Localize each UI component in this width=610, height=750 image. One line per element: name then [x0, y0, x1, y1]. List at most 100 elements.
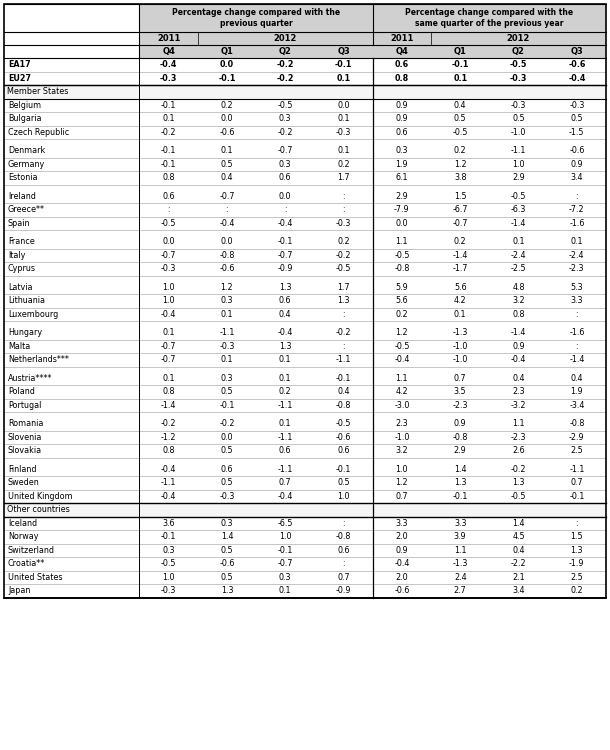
Text: 3.5: 3.5	[454, 387, 467, 396]
Text: 1.3: 1.3	[337, 296, 350, 305]
Text: Slovenia: Slovenia	[8, 433, 42, 442]
Text: -0.6: -0.6	[219, 264, 235, 273]
Text: -0.2: -0.2	[276, 74, 294, 82]
Text: -0.1: -0.1	[453, 492, 468, 501]
Text: 0.1: 0.1	[221, 356, 233, 364]
Text: -0.1: -0.1	[278, 546, 293, 555]
Text: -0.7: -0.7	[278, 146, 293, 155]
Text: 0.7: 0.7	[454, 374, 467, 382]
Text: -0.7: -0.7	[278, 251, 293, 260]
Text: -1.4: -1.4	[569, 356, 584, 364]
Text: 0.1: 0.1	[162, 374, 175, 382]
Text: -0.3: -0.3	[336, 219, 351, 228]
Text: 0.2: 0.2	[570, 586, 583, 596]
Text: Luxembourg: Luxembourg	[8, 310, 58, 319]
Text: 1.0: 1.0	[512, 160, 525, 169]
Text: 0.8: 0.8	[162, 387, 175, 396]
Text: -0.7: -0.7	[161, 356, 176, 364]
Text: 0.1: 0.1	[221, 146, 233, 155]
Text: 0.9: 0.9	[395, 100, 408, 109]
Text: 1.3: 1.3	[279, 283, 292, 292]
Text: 3.4: 3.4	[570, 173, 583, 182]
Text: -0.6: -0.6	[569, 146, 584, 155]
Text: -6.7: -6.7	[453, 206, 468, 214]
Text: -0.1: -0.1	[161, 146, 176, 155]
Text: -0.5: -0.5	[510, 60, 527, 69]
Text: United Kingdom: United Kingdom	[8, 492, 73, 501]
Text: Switzerland: Switzerland	[8, 546, 55, 555]
Text: -0.5: -0.5	[453, 128, 468, 136]
Text: -0.5: -0.5	[336, 419, 351, 428]
Text: 0.3: 0.3	[221, 519, 233, 528]
Text: 2.0: 2.0	[395, 532, 408, 542]
Text: 5.6: 5.6	[454, 283, 467, 292]
Text: 3.3: 3.3	[396, 519, 408, 528]
Text: -0.3: -0.3	[161, 586, 176, 596]
Text: 1.7: 1.7	[337, 283, 350, 292]
Text: 0.4: 0.4	[221, 173, 233, 182]
Bar	[140, 32, 606, 45]
Text: -1.6: -1.6	[569, 328, 584, 338]
Text: -1.1: -1.1	[278, 433, 293, 442]
Text: 2012: 2012	[273, 34, 297, 43]
Text: 0.9: 0.9	[395, 114, 408, 123]
Text: -1.0: -1.0	[453, 356, 468, 364]
Text: -1.2: -1.2	[161, 433, 176, 442]
Text: -0.4: -0.4	[278, 219, 293, 228]
Text: -0.4: -0.4	[219, 219, 235, 228]
Text: 1.3: 1.3	[279, 342, 292, 351]
Text: 0.1: 0.1	[453, 74, 467, 82]
Text: 4.2: 4.2	[395, 387, 408, 396]
Text: -0.2: -0.2	[278, 128, 293, 136]
Text: 2.1: 2.1	[512, 573, 525, 582]
Text: 0.0: 0.0	[220, 60, 234, 69]
Text: Q2: Q2	[512, 47, 525, 56]
Text: United States: United States	[8, 573, 62, 582]
Text: -1.1: -1.1	[278, 465, 293, 474]
Text: -0.6: -0.6	[219, 128, 235, 136]
Text: 1.1: 1.1	[454, 546, 467, 555]
Text: 1.3: 1.3	[454, 478, 467, 488]
Text: 1.3: 1.3	[221, 586, 233, 596]
Text: :: :	[167, 206, 170, 214]
Text: 3.9: 3.9	[454, 532, 467, 542]
Text: Bulgaria: Bulgaria	[8, 114, 41, 123]
Text: EU27: EU27	[8, 74, 31, 82]
Text: 2.7: 2.7	[454, 586, 467, 596]
Text: -1.4: -1.4	[511, 328, 526, 338]
Text: 0.1: 0.1	[512, 237, 525, 246]
Text: -0.4: -0.4	[511, 356, 526, 364]
Text: Poland: Poland	[8, 387, 35, 396]
Text: 0.6: 0.6	[337, 546, 350, 555]
Text: -0.6: -0.6	[219, 560, 235, 568]
Text: -0.3: -0.3	[160, 74, 178, 82]
Bar	[4, 85, 606, 98]
Text: -0.4: -0.4	[278, 328, 293, 338]
Text: -0.5: -0.5	[336, 264, 351, 273]
Text: 1.0: 1.0	[279, 532, 292, 542]
Text: 1.0: 1.0	[337, 492, 350, 501]
Text: -0.1: -0.1	[336, 374, 351, 382]
Text: 1.1: 1.1	[396, 374, 408, 382]
Text: -0.2: -0.2	[161, 128, 176, 136]
Text: 0.3: 0.3	[279, 573, 292, 582]
Text: :: :	[342, 206, 345, 214]
Text: -2.5: -2.5	[511, 264, 526, 273]
Text: 0.0: 0.0	[337, 100, 350, 109]
Text: -0.3: -0.3	[569, 100, 584, 109]
Text: 1.2: 1.2	[454, 160, 467, 169]
Text: -0.3: -0.3	[510, 74, 527, 82]
Text: -0.1: -0.1	[569, 492, 584, 501]
Text: -1.1: -1.1	[569, 465, 584, 474]
Text: -1.4: -1.4	[511, 219, 526, 228]
Text: 2.5: 2.5	[570, 573, 583, 582]
Text: -0.8: -0.8	[569, 419, 584, 428]
Text: -0.9: -0.9	[336, 586, 351, 596]
Text: 2.4: 2.4	[454, 573, 467, 582]
Text: -0.4: -0.4	[568, 74, 586, 82]
Text: -2.3: -2.3	[569, 264, 584, 273]
Text: Q3: Q3	[570, 47, 583, 56]
Text: -0.4: -0.4	[161, 465, 176, 474]
Text: 0.1: 0.1	[221, 310, 233, 319]
Text: 1.4: 1.4	[454, 465, 467, 474]
